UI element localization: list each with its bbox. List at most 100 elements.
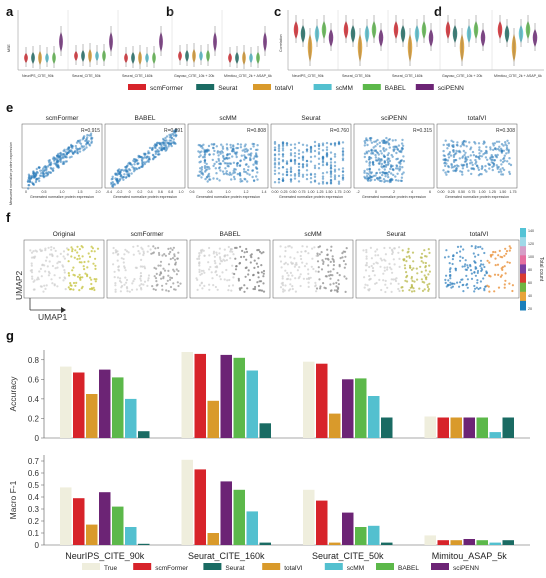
y-tick-label: 0.4 bbox=[28, 395, 40, 404]
legend-label: True bbox=[104, 565, 118, 572]
bar bbox=[476, 417, 488, 438]
colorbar-label: Total count bbox=[538, 257, 544, 282]
correlation-violin-plots: Correlation NeurIPS_CITE_90k Seurat_CITE… bbox=[279, 10, 544, 78]
panel-label-f: f bbox=[6, 210, 11, 225]
scatter-tick: 0 bbox=[25, 190, 27, 194]
legend-swatch bbox=[431, 563, 449, 570]
umap-title: totalVI bbox=[470, 231, 489, 238]
scatter-tick: 0.25 bbox=[448, 190, 455, 194]
umap-title: Seurat bbox=[386, 231, 405, 238]
bar bbox=[194, 469, 206, 545]
bar bbox=[233, 357, 245, 438]
umap-points bbox=[279, 245, 348, 293]
umap-title: Original bbox=[53, 231, 76, 238]
bar bbox=[138, 543, 150, 545]
bar bbox=[207, 533, 219, 545]
scatter-tick: 0.50 bbox=[290, 190, 297, 194]
bar bbox=[86, 394, 98, 438]
bar bbox=[303, 361, 315, 438]
y-tick-label: 0.6 bbox=[28, 469, 40, 478]
mse-dataset-4: Gayoso_CITE_10k + 20k bbox=[174, 74, 214, 78]
panel-label-b: b bbox=[166, 4, 174, 19]
panel-label-d: d bbox=[434, 4, 442, 19]
umap-points bbox=[362, 246, 431, 294]
legend-swatch bbox=[262, 563, 281, 570]
scatter-r-value: R=0.915 bbox=[81, 128, 100, 134]
bar bbox=[489, 542, 501, 545]
scatter-xlabel: Generated normalize protein expression bbox=[362, 195, 426, 199]
scatter-tick: 4 bbox=[411, 190, 413, 194]
bar bbox=[73, 372, 85, 438]
bar bbox=[259, 423, 271, 438]
scatter-panel: BABEL R=0.891 -0.4 -0.2 0 0.2 0.4 0.6 0.8 1.0Gene… bbox=[104, 115, 186, 199]
scatter-tick: 2.00 bbox=[344, 190, 351, 194]
scatter-tick: 0.8 bbox=[208, 190, 213, 194]
y-tick-label: 0 bbox=[35, 541, 40, 550]
scatter-points bbox=[110, 128, 178, 188]
scatter-r-value: R=0.760 bbox=[330, 128, 349, 134]
mse-violin-plots: MSE NeurIPS_CITE_90k Seurat_CITE_50k Seu… bbox=[7, 10, 272, 78]
umap-axis2-label: UMAP2 bbox=[14, 270, 24, 300]
scatter-tick: 1.00 bbox=[308, 190, 315, 194]
legend-swatch bbox=[196, 84, 215, 90]
umap-panel: Original bbox=[23, 231, 105, 299]
bar bbox=[355, 378, 367, 438]
bar bbox=[303, 489, 315, 545]
bar bbox=[60, 366, 72, 438]
scatter-tick: 1.0 bbox=[179, 190, 184, 194]
bar bbox=[99, 369, 111, 438]
scatter-tick: 0.4 bbox=[148, 190, 153, 194]
scatter-tick: 0.6 bbox=[158, 190, 163, 194]
scatter-tick: 0.8 bbox=[168, 190, 173, 194]
scatter-panel: Seurat R=0.760 0.00 0.25 0.50 0.75 1.00 1.25 1.5… bbox=[270, 115, 352, 199]
bar bbox=[489, 432, 501, 438]
bar bbox=[463, 539, 475, 545]
umap-panel: totalVI bbox=[438, 231, 520, 299]
scatter-title: totalVI bbox=[468, 115, 487, 122]
y-tick-label: 0.3 bbox=[28, 505, 40, 514]
bar bbox=[329, 413, 341, 438]
y-axis-label: Macro F-1 bbox=[8, 480, 18, 519]
bar bbox=[316, 363, 328, 438]
y-tick-label: 0.4 bbox=[28, 493, 40, 502]
umap-panel: scMM bbox=[272, 231, 354, 299]
scatter-r-value: R=0.308 bbox=[496, 128, 515, 134]
legend-label: scMM bbox=[347, 565, 364, 572]
method-legend-item: scMM bbox=[313, 84, 353, 92]
scatter-title: BABEL bbox=[135, 115, 156, 122]
legend-swatch bbox=[133, 563, 152, 570]
legend-label: totalVI bbox=[284, 565, 303, 572]
bar bbox=[381, 542, 393, 545]
method-legend-item: BABEL bbox=[362, 84, 406, 92]
scatter-tick: 1.25 bbox=[317, 190, 324, 194]
corr-dataset-4: Gayoso_CITE_10k + 20k bbox=[442, 74, 482, 78]
method-legend-item: sciPENN bbox=[415, 84, 464, 92]
category-label: Seurat_CITE_160k bbox=[188, 551, 265, 561]
bar bbox=[73, 498, 85, 545]
y-tick-label: 0.7 bbox=[28, 457, 40, 466]
scatter-tick: 0.25 bbox=[281, 190, 288, 194]
legend-label: scMM bbox=[336, 85, 353, 92]
bar bbox=[450, 540, 462, 545]
y-tick-label: 0.8 bbox=[28, 356, 40, 365]
bar bbox=[60, 487, 72, 545]
category-label: Mimitou_ASAP_5k bbox=[432, 551, 508, 561]
panel-label-a: a bbox=[6, 4, 14, 19]
bar bbox=[502, 417, 514, 438]
scatter-points bbox=[363, 136, 406, 184]
scatter-tick: 1.75 bbox=[510, 190, 517, 194]
bar bbox=[138, 431, 150, 438]
umap-title: scmFormer bbox=[131, 231, 165, 238]
bar bbox=[381, 417, 393, 438]
total-count-colorbar: 140 120 100 80 60 40 20 Total count bbox=[520, 228, 544, 311]
umap-points bbox=[443, 245, 514, 293]
bar bbox=[316, 500, 328, 545]
scatter-tick: 1.2 bbox=[244, 190, 249, 194]
bar bbox=[450, 417, 462, 438]
y-tick-label: 0.5 bbox=[28, 481, 40, 490]
scatter-tick: 1.50 bbox=[499, 190, 506, 194]
bar bbox=[233, 489, 245, 545]
legend-swatch bbox=[203, 563, 222, 570]
umap-points bbox=[29, 245, 100, 293]
